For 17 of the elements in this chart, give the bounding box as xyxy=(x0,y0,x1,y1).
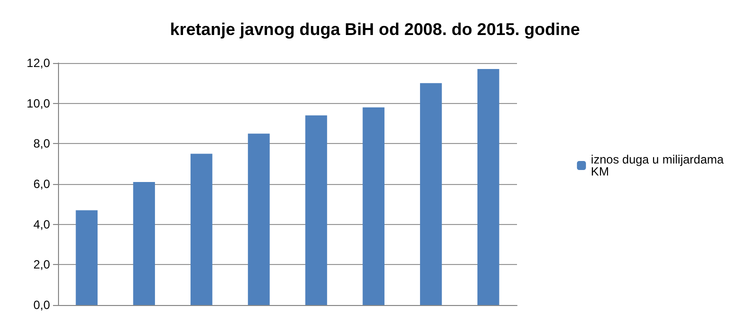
bar xyxy=(305,115,328,305)
bar xyxy=(133,182,155,305)
bar xyxy=(362,107,384,305)
bar xyxy=(76,210,98,305)
legend-label: iznos duga u milijardama KM xyxy=(590,152,728,178)
y-tick-label: 8,0 xyxy=(33,136,50,151)
bar xyxy=(248,134,270,305)
y-tick-label: 4,0 xyxy=(33,217,50,232)
y-tick-label: 2,0 xyxy=(33,258,50,272)
chart-title: kretanje javnog duga BiH od 2008. do 2015. godine xyxy=(170,20,580,39)
bar xyxy=(420,83,442,305)
y-tick-label: 12,0 xyxy=(26,56,50,70)
y-tick-label: 6,0 xyxy=(33,177,50,191)
y-tick-label: 10,0 xyxy=(26,96,50,110)
bar xyxy=(477,69,500,305)
bar xyxy=(190,154,212,305)
y-tick-label: 0,0 xyxy=(33,298,50,312)
